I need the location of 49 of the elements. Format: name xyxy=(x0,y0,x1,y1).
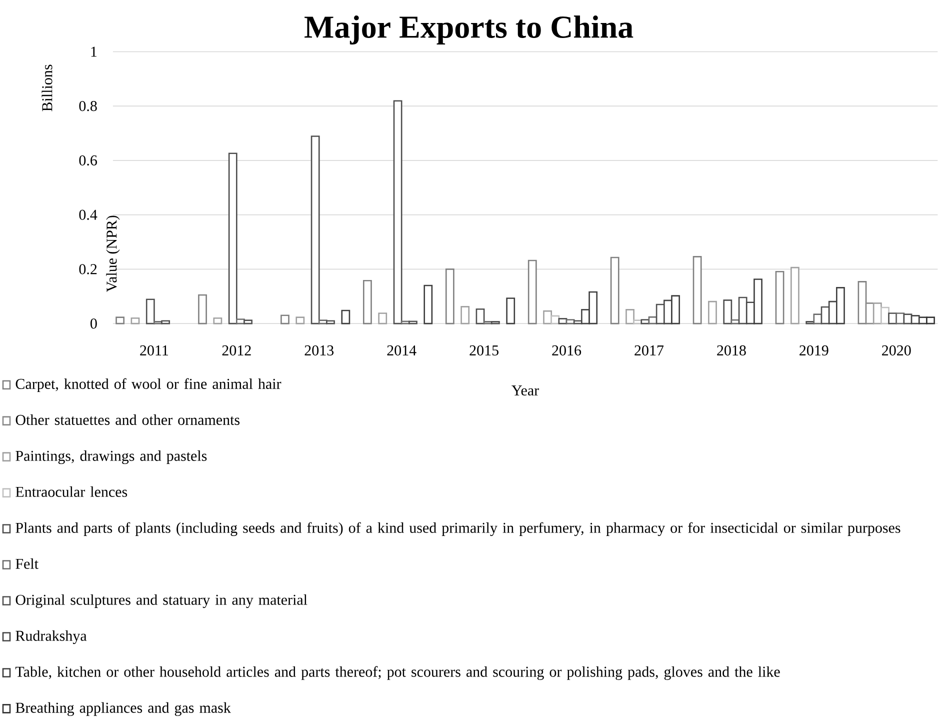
y-tick-label: 0.6 xyxy=(79,156,97,166)
x-tick-label: 2016 xyxy=(552,346,582,356)
x-tick-label: 2014 xyxy=(387,346,416,356)
legend-label: Entraocular lences xyxy=(16,486,128,498)
bar xyxy=(280,314,290,324)
bar xyxy=(363,280,372,324)
x-tick-label: 2018 xyxy=(717,346,746,356)
bar xyxy=(198,294,207,324)
x-tick-label: 2015 xyxy=(470,346,498,356)
legend-label: Carpet, knotted of wool or fine animal hair xyxy=(16,378,282,392)
bar xyxy=(424,285,433,324)
text: Billions xyxy=(42,64,52,112)
y-tick-label: 0.8 xyxy=(79,101,97,112)
bar xyxy=(445,268,454,324)
bar xyxy=(378,312,388,324)
legend-label: Other statuettes and other ornaments xyxy=(16,414,240,426)
bar xyxy=(506,298,516,324)
x-tick-label: 2020 xyxy=(882,346,911,356)
legend-label: Felt xyxy=(16,558,38,570)
x-tick-label: 2013 xyxy=(304,346,334,356)
legend-label: Rudrakshya xyxy=(16,630,87,644)
legend-label: Original sculptures and statuary in any material xyxy=(16,594,308,608)
bar xyxy=(460,306,470,324)
legend-label: Breathing appliances and gas mask xyxy=(16,702,231,716)
y-tick-label: 1 xyxy=(91,46,97,57)
legend-label: Plants and parts of plants (including seeds and fruits) of a kind used primarily in perfumery, in pharmacy or for insecticidal or similar purposes xyxy=(16,522,900,536)
bar xyxy=(692,256,702,324)
x-tick-label: 2012 xyxy=(222,346,251,356)
bar xyxy=(296,316,305,324)
bar xyxy=(790,267,800,324)
bar xyxy=(708,301,717,324)
y-axis-title: Value (NPR) xyxy=(106,216,120,292)
bar xyxy=(775,271,784,324)
x-tick-label: 2011 xyxy=(140,346,168,356)
bar xyxy=(610,257,620,324)
chart-title: Major Exports to China xyxy=(304,16,634,45)
legend-label: Paintings, drawings and pastels xyxy=(16,450,207,464)
y-tick-label: 0.4 xyxy=(79,210,98,220)
bar xyxy=(341,310,350,324)
bar xyxy=(213,318,222,324)
y-tick-label: 0 xyxy=(90,318,97,329)
legend-label: Table, kitchen or other household articles and parts thereof; pot scourers and scouring or polishing pads, gloves and the like xyxy=(15,666,780,680)
x-axis-title: Year xyxy=(512,386,539,396)
x-tick-label: 2019 xyxy=(800,346,828,356)
bar xyxy=(130,318,140,324)
x-tick-label: 2017 xyxy=(634,346,664,356)
bar xyxy=(116,316,124,324)
y-tick-label: 0.2 xyxy=(79,264,97,274)
bar xyxy=(528,260,537,324)
